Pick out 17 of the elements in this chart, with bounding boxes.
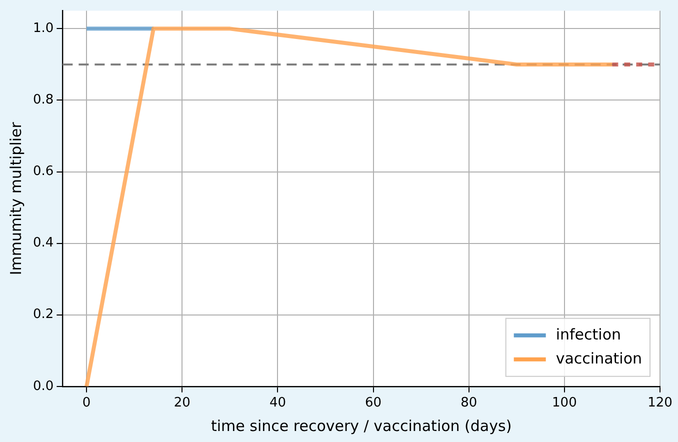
x-tick-label: 60 [365,396,382,411]
y-tick-label: 1.0 [32,21,54,36]
x-tick-label: 80 [460,396,478,411]
y-tick-label: 0.2 [32,307,54,322]
y-tick-label: 0.8 [32,92,54,108]
x-tick-label: 100 [552,396,577,411]
x-tick-label: 40 [269,396,286,411]
x-tick-label: 20 [174,396,190,411]
legend-label: vaccination [556,349,642,368]
legend-label: infection [556,325,622,344]
y-tick-label: 0.0 [32,378,54,394]
x-tick-label: 0 [82,396,91,411]
y-tick-label: 0.6 [32,164,54,180]
y-axis-title: Immumity multiplier [6,121,25,276]
x-tick-label: 120 [648,396,672,411]
y-tick-label: 0.4 [32,236,54,251]
x-axis-title: time since recovery / vaccination (days) [211,416,512,435]
